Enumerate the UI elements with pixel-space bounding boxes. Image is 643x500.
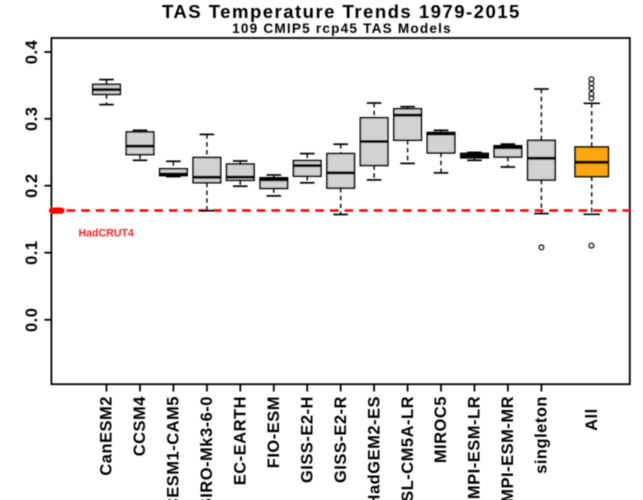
svg-text:MIROC5: MIROC5 [432,396,450,463]
svg-text:MPI-ESM-MR: MPI-ESM-MR [499,396,517,500]
svg-text:0.3: 0.3 [23,107,41,131]
svg-text:FIO-ESM: FIO-ESM [265,396,283,468]
svg-text:CanESM2: CanESM2 [98,396,116,476]
svg-text:MPI-ESM-LR: MPI-ESM-LR [466,396,484,499]
svg-text:HadGEM2-ES: HadGEM2-ES [365,396,383,500]
svg-text:109 CMIP5 rcp45 TAS Models: 109 CMIP5 rcp45 TAS Models [232,21,452,36]
svg-text:All: All [583,408,601,431]
svg-text:HadCRUT4: HadCRUT4 [79,228,134,240]
svg-text:0.4: 0.4 [23,39,41,64]
svg-text:GISS-E2-R: GISS-E2-R [332,396,350,483]
svg-text:0.0: 0.0 [23,308,41,332]
svg-text:singleton: singleton [533,396,551,474]
svg-text:EC-EARTH: EC-EARTH [232,396,250,485]
svg-text:0.1: 0.1 [23,240,41,264]
svg-text:GISS-E2-H: GISS-E2-H [298,396,316,483]
svg-text:CSIRO-Mk3-6-0: CSIRO-Mk3-6-0 [198,396,216,500]
svg-text:CCSM4: CCSM4 [131,396,149,457]
svg-text:0.2: 0.2 [23,173,41,197]
svg-text:TAS Temperature Trends 1979-20: TAS Temperature Trends 1979-2015 [162,1,521,22]
svg-text:CESM1-CAM5: CESM1-CAM5 [165,396,183,500]
svg-text:IPSL-CM5A-LR: IPSL-CM5A-LR [399,396,417,500]
